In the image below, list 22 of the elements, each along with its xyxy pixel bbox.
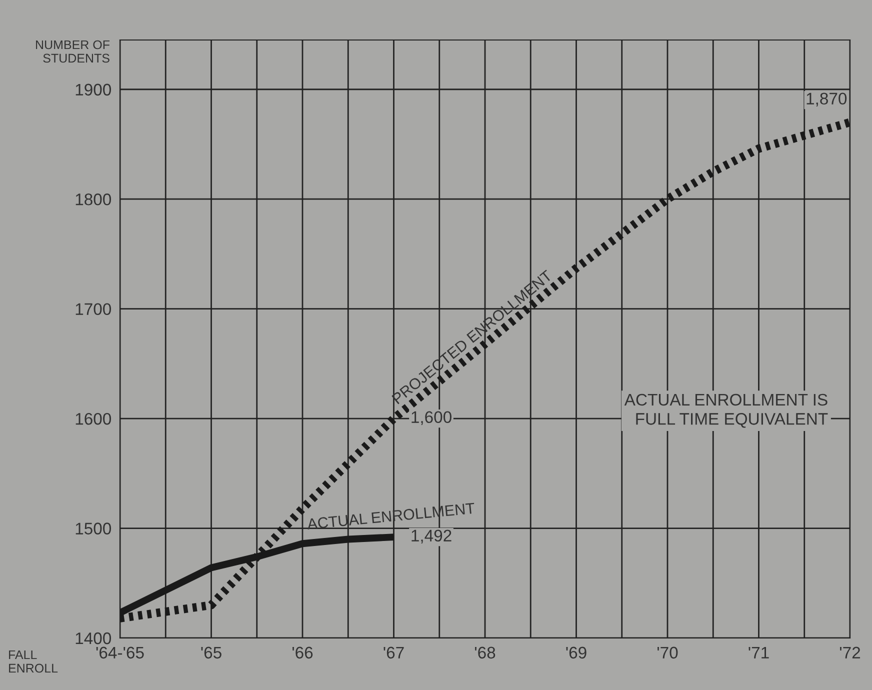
y-tick-label: 1700 xyxy=(76,303,112,316)
x-tick-label: '65 xyxy=(201,646,222,659)
y-tick-label: 1600 xyxy=(76,412,112,425)
y-axis-title: NUMBER OF STUDENTS xyxy=(36,40,110,63)
x-tick-label: '68 xyxy=(474,646,496,659)
y-tick-label: 1500 xyxy=(76,522,112,534)
y-tick-label: 1800 xyxy=(76,194,112,206)
x-tick-label: '66 xyxy=(292,646,313,659)
data-label: 1,600 xyxy=(412,411,452,425)
x-tick-label: '72 xyxy=(840,646,860,658)
text: ACTUAL ENROLLMENT xyxy=(306,502,476,530)
data-label: 1,492 xyxy=(412,530,452,544)
x-tick-label: '67 xyxy=(384,646,404,659)
x-tick-label: '69 xyxy=(566,646,586,659)
x-tick-label: '71 xyxy=(748,646,769,658)
y-tick-label: 1900 xyxy=(76,84,112,96)
x-tick-label: '64-'65 xyxy=(96,646,144,659)
data-label: 1,870 xyxy=(806,92,847,107)
x-axis-title: FALL ENROLL xyxy=(9,650,58,673)
y-tick-label: 1400 xyxy=(76,632,112,644)
x-tick-label: '70 xyxy=(657,646,678,659)
annotation: ACTUAL ENROLLMENT IS FULL TIME EQUIVALENT xyxy=(624,394,828,428)
